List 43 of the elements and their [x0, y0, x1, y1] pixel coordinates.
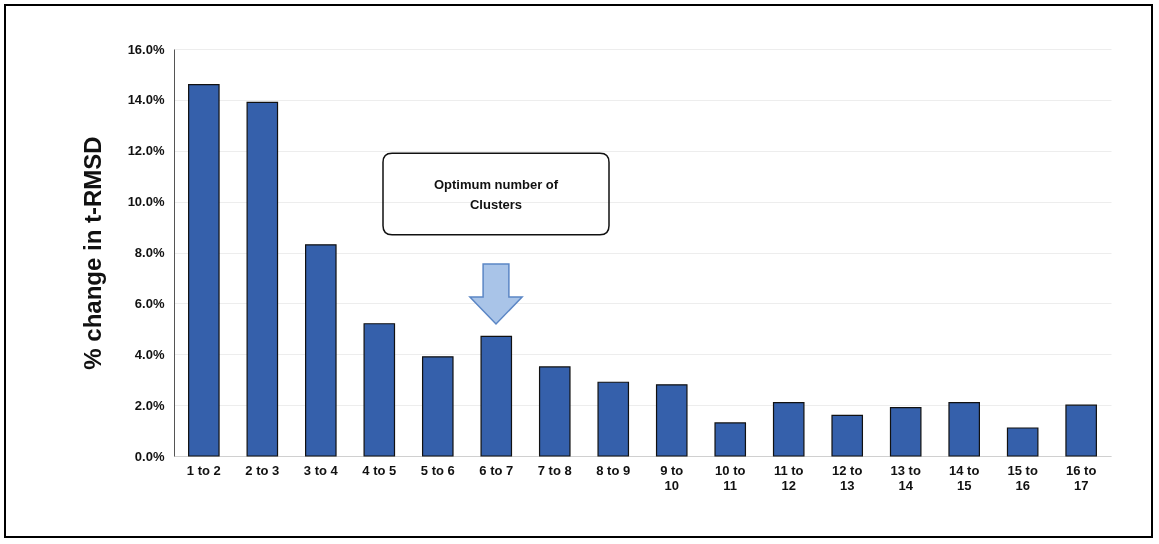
x-tick-label: 2 to 3	[245, 462, 280, 478]
bar	[188, 84, 220, 457]
bar	[1065, 404, 1097, 457]
x-tick-label: 16 to 17	[1066, 462, 1097, 493]
y-tick-label: 16.0%	[127, 41, 165, 57]
x-tick-label: 3 to 4	[303, 462, 339, 478]
y-tick-label: 10.0%	[127, 194, 165, 210]
bar	[772, 401, 805, 457]
bar	[655, 384, 688, 457]
y-tick-label: 0.0%	[134, 448, 165, 464]
x-tick-label: 5 to 6	[420, 462, 455, 478]
y-tick-label: 8.0%	[134, 245, 165, 260]
x-tick-label: 12 to 13	[832, 462, 863, 493]
y-tick-label: 6.0%	[134, 295, 165, 311]
bar	[363, 323, 396, 457]
y-tick-label: 12.0%	[127, 143, 165, 159]
x-tick-label: 10 to 11	[715, 462, 746, 493]
x-tick-label: 9 to 10	[660, 462, 684, 493]
x-tick-label: 1 to 2	[186, 462, 221, 478]
bar	[948, 401, 980, 457]
x-tick-label: 8 to 9	[596, 462, 631, 478]
bar	[889, 407, 922, 457]
bar	[831, 414, 864, 457]
annotation: Optimum number of Clusters	[433, 177, 559, 212]
bar	[480, 335, 513, 457]
x-tick-label: 4 to 5	[362, 462, 397, 478]
bar	[1006, 427, 1039, 457]
x-tick-label: 14 to 15	[949, 462, 980, 493]
bar	[305, 244, 337, 457]
x-tick-label: 6 to 7	[479, 462, 514, 478]
y-tick-label: 4.0%	[134, 346, 165, 362]
x-tick-label: 15 to 16	[1007, 462, 1038, 493]
y-tick-label: 14.0%	[127, 92, 165, 108]
bar	[714, 422, 747, 457]
bar	[538, 366, 571, 457]
x-tick-label: 13 to 14	[890, 462, 921, 493]
bar	[421, 356, 454, 457]
y-tick-label: 2.0%	[134, 397, 165, 413]
y-axis-title: % change in t-RMSD	[78, 136, 106, 370]
bar	[597, 381, 630, 457]
x-tick-label: 11 to 12	[773, 462, 804, 493]
x-tick-label: 7 to 8	[537, 462, 572, 478]
bar	[246, 101, 279, 457]
